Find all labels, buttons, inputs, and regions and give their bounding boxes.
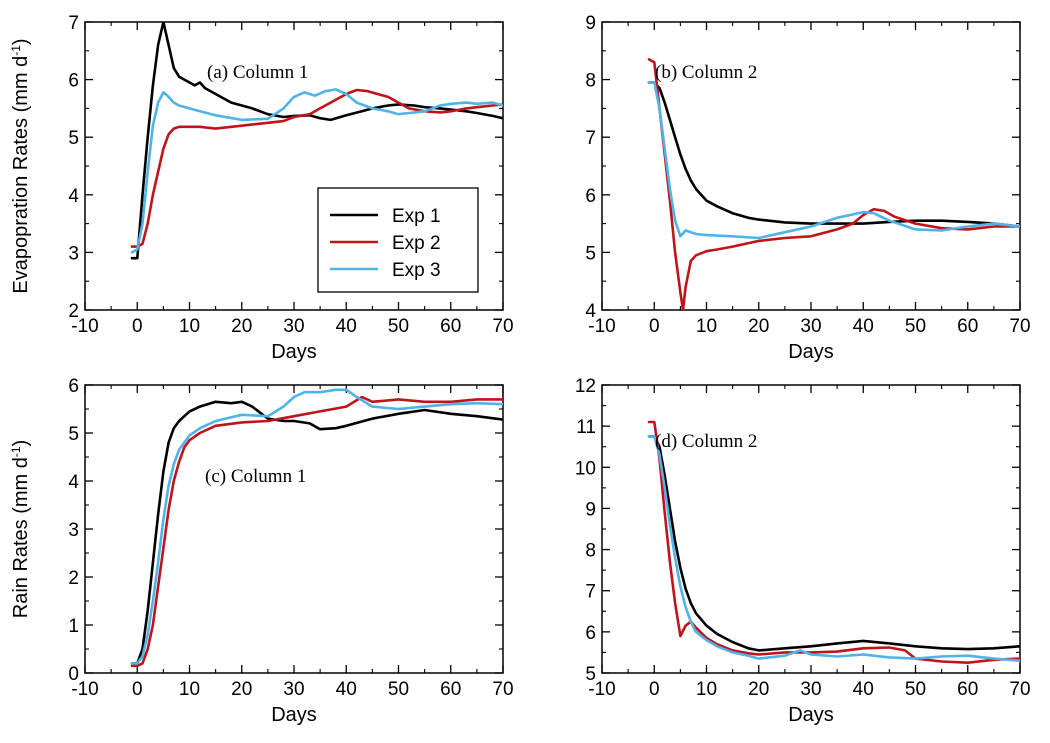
series-line-exp-3: [647, 81, 1020, 240]
series-line-exp-2: [647, 420, 1020, 664]
x-tick-label: 10: [696, 316, 717, 337]
panel-label: (d) Column 2: [655, 431, 757, 452]
y-tick-label: 12: [575, 376, 596, 397]
y-axis-label: Rain Rates (mm d-1): [9, 440, 32, 619]
x-tick-label: 50: [388, 316, 409, 337]
panel-label: (a) Column 1: [207, 62, 308, 83]
y-tick-label: 6: [585, 623, 596, 644]
legend-label-exp-2: Exp 2: [392, 233, 441, 254]
series-line-exp-1: [130, 400, 503, 665]
x-tick-label: 30: [283, 316, 304, 337]
x-tick-label: 20: [748, 316, 769, 337]
x-tick-label: 0: [649, 316, 660, 337]
x-tick-label: 10: [179, 679, 200, 700]
x-axis-label: Days: [271, 341, 317, 363]
y-tick-label: 2: [68, 301, 79, 322]
chart-panel-1: -10 0 10 20 30 40 50 60 70 2 3 4 5 6 7 Days Evapopration…: [9, 13, 514, 363]
panel-label: (c) Column 1: [205, 466, 306, 487]
x-tick-label: 40: [336, 679, 357, 700]
y-tick-label: 5: [68, 424, 79, 445]
x-tick-label: 50: [905, 679, 926, 700]
y-tick-label: 4: [68, 186, 79, 207]
legend: Exp 1 Exp 2 Exp 3: [317, 187, 479, 293]
x-tick-label: 10: [179, 316, 200, 337]
y-tick-label: 7: [585, 128, 596, 149]
legend-label-exp-1: Exp 1: [392, 206, 441, 227]
y-tick-label: 3: [68, 243, 79, 264]
y-tick-label: 8: [585, 71, 596, 92]
y-tick-label: 0: [68, 664, 79, 685]
y-tick-label: 10: [575, 458, 596, 479]
x-tick-label: -10: [588, 316, 615, 337]
x-tick-label: 10: [696, 679, 717, 700]
legend-box: [317, 187, 479, 293]
y-tick-label: 5: [585, 243, 596, 264]
x-tick-label: 30: [800, 316, 821, 337]
y-tick-label: 6: [68, 71, 79, 92]
x-tick-label: 20: [748, 679, 769, 700]
y-tick-label: 4: [585, 301, 596, 322]
y-tick-label: 6: [585, 186, 596, 207]
y-tick-label: 7: [68, 13, 79, 34]
x-tick-label: 60: [440, 679, 461, 700]
y-tick-label: 3: [68, 520, 79, 541]
chart-panel-2: -10 0 10 20 30 40 50 60 70 4 5 6 7 8 9 Days (b) Column 2: [585, 13, 1030, 363]
x-tick-label: 60: [957, 316, 978, 337]
series-line-exp-3: [647, 435, 1020, 662]
x-tick-label: 70: [1009, 679, 1030, 700]
x-tick-label: 20: [231, 679, 252, 700]
x-axis-label: Days: [271, 704, 317, 726]
y-tick-label: 6: [68, 376, 79, 397]
x-axis-label: Days: [788, 704, 834, 726]
series-line-exp-3: [130, 388, 503, 665]
x-tick-label: 0: [649, 679, 660, 700]
x-tick-label: 50: [388, 679, 409, 700]
x-tick-label: 60: [957, 679, 978, 700]
panel-label: (b) Column 2: [655, 62, 757, 83]
x-tick-label: 70: [492, 316, 513, 337]
series-line-exp-2: [130, 88, 503, 248]
y-tick-label: 5: [585, 664, 596, 685]
y-tick-label: 7: [585, 582, 596, 603]
x-tick-label: -10: [71, 316, 98, 337]
x-tick-label: 30: [283, 679, 304, 700]
x-tick-label: 50: [905, 316, 926, 337]
series-line-exp-2: [647, 58, 1020, 310]
y-tick-label: 1: [68, 616, 79, 637]
x-tick-label: 40: [853, 679, 874, 700]
x-tick-label: -10: [588, 679, 615, 700]
y-tick-label: 9: [585, 499, 596, 520]
x-tick-label: 60: [440, 316, 461, 337]
x-tick-label: 40: [336, 316, 357, 337]
y-tick-label: 4: [68, 472, 79, 493]
x-tick-label: 70: [1009, 316, 1030, 337]
series-line-exp-3: [130, 88, 503, 254]
x-tick-label: 70: [492, 679, 513, 700]
x-tick-label: 40: [853, 316, 874, 337]
chart-panel-4: -10 0 10 20 30 40 50 60 70 5 6 7 8 9 10 11 12 Days (d) Col…: [575, 376, 1031, 726]
series-line-exp-1: [130, 22, 503, 260]
x-tick-label: -10: [71, 679, 98, 700]
x-axis-label: Days: [788, 341, 834, 363]
x-tick-label: 0: [132, 316, 143, 337]
y-tick-label: 8: [585, 541, 596, 562]
y-tick-label: 11: [576, 417, 596, 438]
y-tick-label: 2: [68, 568, 79, 589]
y-tick-label: 5: [68, 128, 79, 149]
y-axis-label: Evapopration Rates (mm d-1): [9, 38, 32, 293]
series-line-exp-1: [647, 435, 1020, 652]
y-tick-label: 9: [585, 13, 596, 34]
series-line-exp-2: [130, 395, 503, 668]
x-tick-label: 0: [132, 679, 143, 700]
x-tick-label: 30: [800, 679, 821, 700]
x-tick-label: 20: [231, 316, 252, 337]
legend-label-exp-3: Exp 3: [392, 260, 441, 281]
series-line-exp-1: [647, 81, 1020, 228]
plot-frame: [601, 384, 1021, 674]
